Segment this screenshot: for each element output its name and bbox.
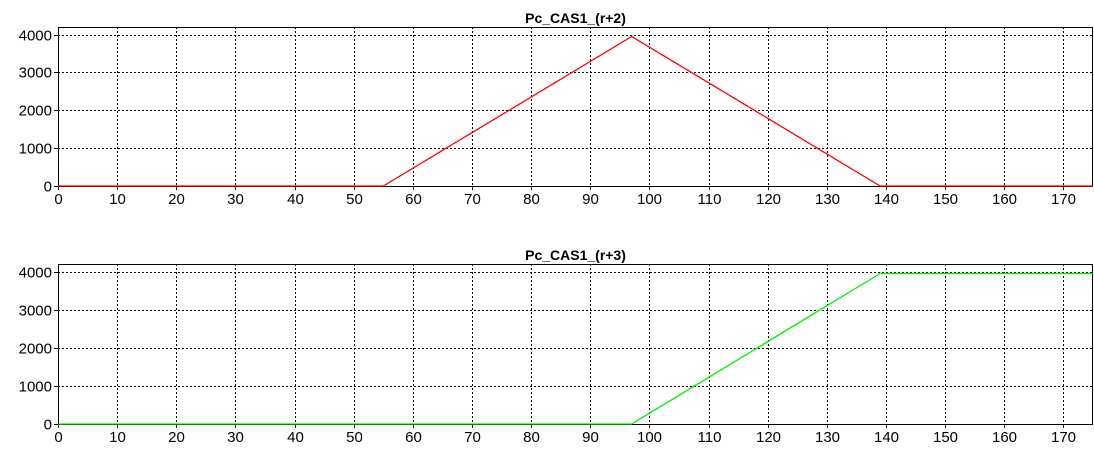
x-tick-label: 70: [464, 191, 481, 208]
x-tick-label: 20: [168, 429, 185, 446]
y-tick-label: 2000: [19, 103, 52, 120]
plot-border: [58, 27, 1093, 187]
x-tick-label: 30: [227, 429, 244, 446]
x-tick-label: 60: [405, 191, 422, 208]
x-tick-label: 40: [287, 429, 304, 446]
x-tick-label: 20: [168, 191, 185, 208]
x-tick-label: 120: [756, 429, 781, 446]
x-tick-label: 160: [992, 429, 1017, 446]
x-tick-label: 60: [405, 429, 422, 446]
x-tick-label: 30: [227, 191, 244, 208]
x-tick-label: 50: [346, 429, 363, 446]
x-tick-label: 110: [698, 429, 722, 446]
plot-area: [58, 264, 1093, 425]
x-tick-label: 80: [523, 429, 540, 446]
x-tick-label: 140: [874, 429, 899, 446]
x-tick-label: 110: [698, 191, 722, 208]
x-tick-label: 50: [346, 191, 363, 208]
y-tick-label: 4000: [19, 28, 52, 45]
x-tick-label: 140: [874, 191, 899, 208]
x-tick-label: 170: [1051, 191, 1076, 208]
x-tick-label: 40: [287, 191, 304, 208]
series-line-1: [58, 35, 1093, 187]
x-tick-label: 0: [54, 429, 62, 446]
chart-panel-2: 0 10 20 30 40 50 60 70 80 90 100 110 120 130 140 150 160…: [19, 247, 1093, 446]
chart-title: Pc_CAS1_(r+3): [525, 247, 626, 263]
y-tick-label: 2000: [19, 341, 52, 358]
x-tick-label: 170: [1051, 429, 1076, 446]
x-tick-label: 130: [815, 429, 840, 446]
x-tick-label: 80: [523, 191, 540, 208]
y-tick-label: 0: [44, 179, 52, 196]
y-tick-label: 1000: [19, 141, 52, 158]
y-tick-label: 0: [44, 417, 52, 434]
x-tick-label: 90: [582, 191, 599, 208]
x-tick-label: 70: [464, 429, 481, 446]
y-tick-label: 1000: [19, 379, 52, 396]
y-tick-label: 3000: [19, 303, 52, 320]
series-line-1: [58, 272, 1093, 425]
x-tick-label: 10: [109, 191, 126, 208]
x-tick-label: 10: [109, 429, 126, 446]
x-tick-label: 160: [992, 191, 1017, 208]
x-tick-label: 100: [637, 429, 662, 446]
chart-panel-1: 0 10 20 30 40 50 60 70 80 90 100 110 120 130 140 150 160…: [19, 10, 1093, 208]
x-tick-label: 120: [756, 191, 781, 208]
plot-area: [58, 27, 1093, 187]
y-tick-label: 4000: [19, 265, 52, 282]
chart-title: Pc_CAS1_(r+2): [525, 10, 626, 26]
y-tick-label: 3000: [19, 65, 52, 82]
x-tick-label: 90: [582, 429, 599, 446]
x-tick-label: 130: [815, 191, 840, 208]
x-tick-label: 0: [54, 191, 62, 208]
x-tick-label: 150: [933, 191, 958, 208]
x-tick-label: 150: [933, 429, 958, 446]
x-tick-label: 100: [637, 191, 662, 208]
